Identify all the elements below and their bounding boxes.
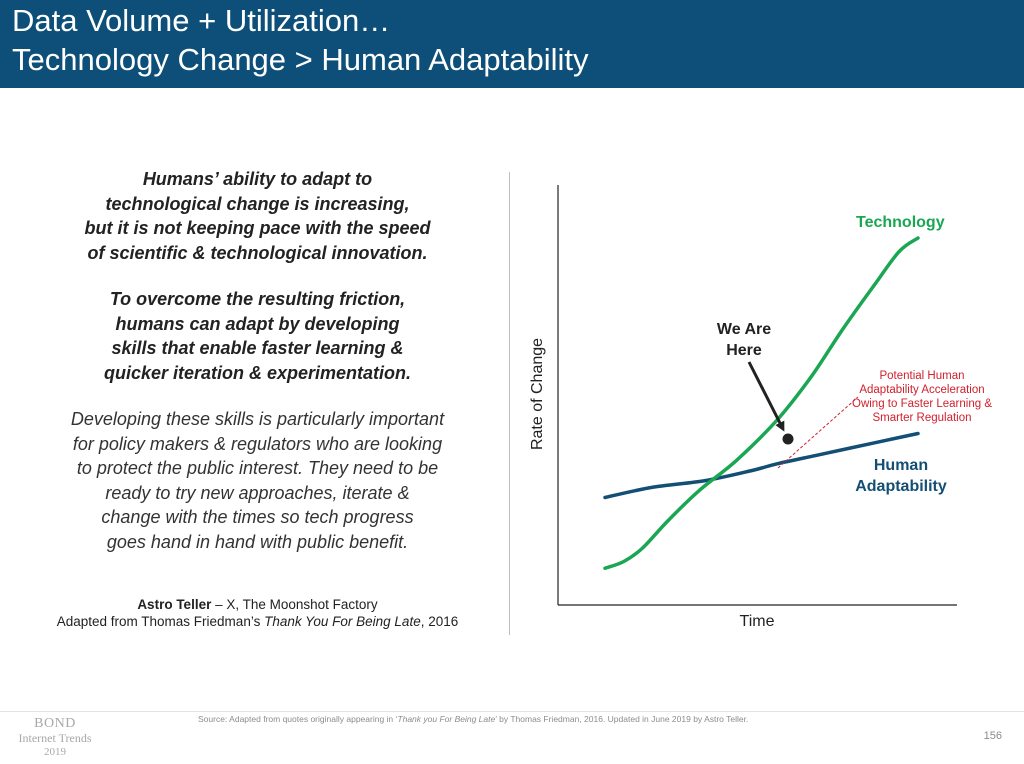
slide-header: Data Volume + Utilization… Technology Ch… [0,0,1024,88]
quote-line: but it is not keeping pace with the spee… [84,218,431,238]
bond-logo: BOND Internet Trends 2019 [10,717,100,759]
we-are-here-label-line-2: Here [726,342,762,359]
quote-bold-paragraph-2: To overcome the resulting friction, huma… [30,287,485,385]
y-axis-label: Rate of Change [529,338,546,450]
source-prefix: Source: Adapted from quotes originally a… [198,714,398,724]
we-are-here-marker [782,433,794,445]
attribution: Astro Teller – X, The Moonshot Factory [30,596,485,613]
quote-line: To overcome the resulting friction, [109,289,406,309]
quote-line: goes hand in hand with public benefit. [106,531,409,552]
quote-line: skills that enable faster learning & [111,338,404,358]
logo-line-3: 2019 [44,746,66,758]
logo-line-1: BOND [34,716,76,731]
quote-line: for policy makers & regulators who are l… [72,433,443,454]
we-are-here-label-line-1: We Are [717,321,771,338]
series-line-human-adaptability [603,431,920,500]
potential-acceleration-dashed-line [777,396,859,469]
chart: Time Rate of Change Technology Human Ada… [520,170,1010,640]
source-suffix: ’ by Thomas Friedman, 2016. Updated in J… [495,714,749,724]
x-axis-label: Time [740,613,775,630]
chart-svg: Time Rate of Change Technology Human Ada… [529,185,992,630]
adapted-prefix: Adapted from Thomas Friedman’s [56,614,265,629]
quote-line: quicker iteration & experimentation. [103,362,412,383]
quote-line: technological change is increasing, [105,193,410,214]
source-book: Thank you For Being Late [397,714,496,724]
potential-annotation-line-2: Adaptability Acceleration [859,384,984,396]
quote-line: Developing these skills is particularly … [70,409,445,429]
source-note: Source: Adapted from quotes originally a… [198,714,748,724]
quote-bold-paragraph-1: Humans’ ability to adapt to technologica… [30,167,485,265]
legend-label-human-line-1: Human [874,457,928,474]
potential-annotation-line-1: Potential Human [879,370,964,382]
legend-label-human-line-2: Adaptability [855,478,947,495]
logo-line-2: Internet Trends [18,731,92,745]
quote-line: Humans’ ability to adapt to [142,169,373,189]
attribution-org: – X, The Moonshot Factory [211,597,378,612]
quote-line: to protect the public interest. They nee… [76,458,439,478]
footer-divider [0,711,1024,712]
slide-title-line-1: Data Volume + Utilization… [12,3,391,38]
potential-annotation-line-4: Smarter Regulation [872,412,971,424]
quote-line: humans can adapt by developing [115,313,400,334]
quote-line: ready to try new approaches, iterate & [105,482,410,503]
quote-line: of scientific & technological innovation… [87,242,428,263]
potential-annotation-line-3: Owing to Faster Learning & [852,398,992,410]
quote-line: change with the times so tech progress [101,507,414,527]
adapted-book: Thank You For Being Late [264,614,421,629]
attribution-name: Astro Teller [137,597,212,612]
quote-italic-paragraph: Developing these skills is particularly … [30,407,485,554]
we-are-here-arrow [747,361,785,432]
slide-title-line-2: Technology Change > Human Adaptability [12,42,589,77]
column-divider [509,172,510,635]
series-line-technology [603,236,920,571]
legend-label-technology: Technology [856,214,945,231]
adapted-from: Adapted from Thomas Friedman’s Thank You… [30,613,485,630]
page-number: 156 [983,730,1002,742]
adapted-suffix: , 2016 [420,614,459,629]
